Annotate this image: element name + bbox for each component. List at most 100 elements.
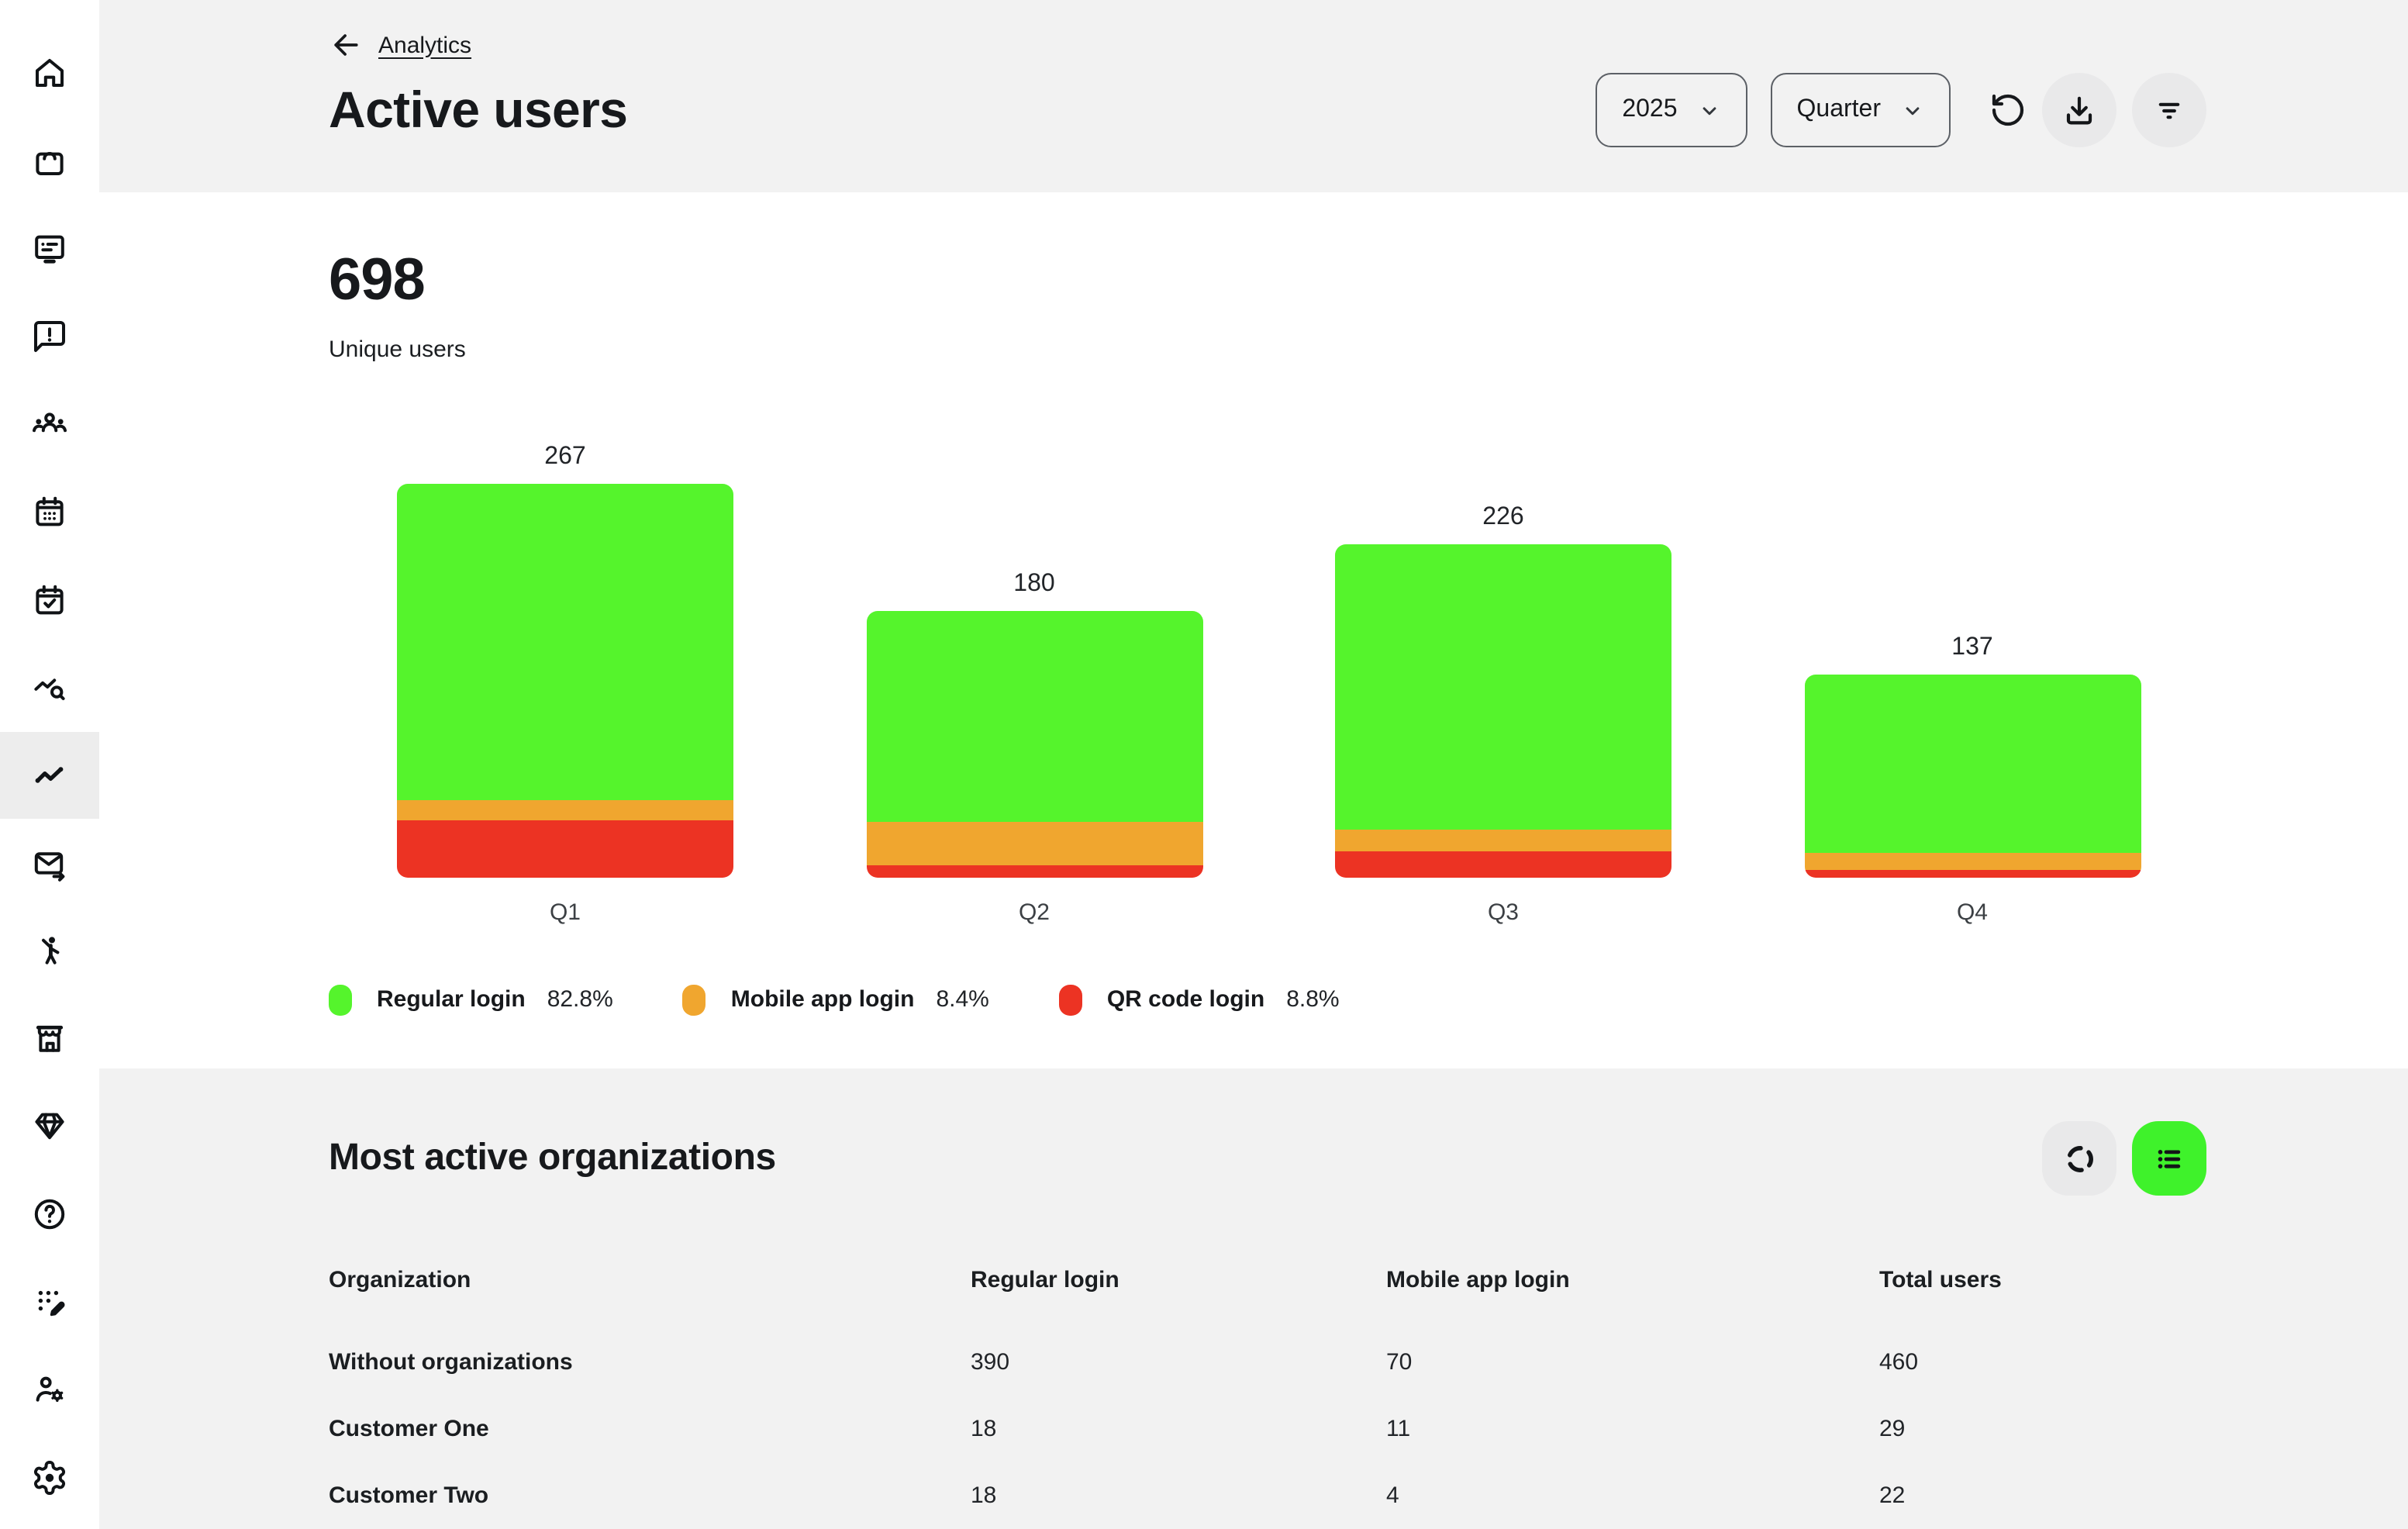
unique-users-value: 698 (329, 247, 426, 313)
sidebar-item-app-grid-edit[interactable] (0, 1258, 99, 1346)
filter-icon (2158, 102, 2180, 119)
bar-segment-qr-code-login (866, 865, 1202, 878)
year-select-value: 2025 (1622, 96, 1678, 123)
regular-login-count: 390 (971, 1349, 1010, 1375)
sidebar-item-help[interactable] (0, 1170, 99, 1258)
bar-group-q3: 226 Q3 (1335, 503, 1671, 925)
home-icon (31, 55, 68, 92)
download-icon (2066, 96, 2092, 125)
stacked-bar (1335, 544, 1671, 878)
orders-board-icon (31, 230, 68, 267)
bar-total-label: 226 (1482, 503, 1524, 530)
bar-segment-qr-code-login (1804, 869, 2141, 878)
header-controls: 2025 Quarter (1596, 73, 2206, 147)
stacked-bar-chart: 267 Q1 180 Q2 226 Q3 137 Q4 (329, 443, 2206, 925)
bookings-check-icon (31, 582, 68, 619)
column-header: Mobile app login (1386, 1267, 1570, 1293)
table-body: Without organizations 390 70 460 Customer On… (329, 1329, 2206, 1529)
legend-label: Mobile app login (730, 986, 915, 1013)
sidebar-item-storefront[interactable] (0, 995, 99, 1082)
sidebar (0, 0, 99, 1529)
legend-item-regular-login: Regular login 82.8% (329, 984, 613, 1016)
mobile-app-login-count: 11 (1386, 1416, 1411, 1442)
sidebar-item-mail-send[interactable] (0, 820, 99, 907)
organizations-header: Most active organizations (329, 1121, 2206, 1196)
sidebar-item-feedback[interactable] (0, 293, 99, 381)
year-select[interactable]: 2025 (1596, 73, 1747, 147)
mail-send-icon (31, 844, 68, 882)
reset-icon[interactable] (1989, 91, 2027, 129)
sidebar-item-orders-board[interactable] (0, 205, 99, 292)
table-row: Customer Two 18 4 22 (329, 1462, 2206, 1529)
legend-label: Regular login (377, 986, 526, 1013)
bar-category-label: Q4 (1956, 899, 1988, 926)
mobile-app-login-count: 70 (1386, 1349, 1413, 1375)
breadcrumb-analytics-link[interactable]: Analytics (378, 32, 472, 58)
sidebar-item-activity[interactable] (0, 907, 99, 995)
chevron-down-icon (1906, 106, 1920, 115)
back-arrow-icon[interactable] (329, 28, 363, 62)
legend-percentage: 8.8% (1286, 986, 1340, 1013)
mobile-app-login-count: 4 (1386, 1482, 1399, 1509)
chart-view-button[interactable] (2042, 1121, 2116, 1196)
organizations-table: Organization Regular login Mobile app logi… (329, 1267, 2206, 1529)
total-users-count: 22 (1879, 1482, 1906, 1509)
bar-total-label: 137 (1951, 634, 1993, 661)
list-view-button[interactable] (2132, 1121, 2206, 1196)
total-users-count: 460 (1879, 1349, 1919, 1375)
sidebar-item-rewards[interactable] (0, 1082, 99, 1170)
topbar: Analytics Active users 2025 Quarter (99, 0, 2408, 192)
most-active-organizations-section: Most active organizations Organization Re… (99, 1068, 2408, 1529)
stacked-bar (397, 483, 733, 878)
stacked-bar (1804, 675, 2141, 878)
page-title: Active users (329, 81, 628, 138)
activity-icon (31, 932, 68, 969)
bar-group-q1: 267 Q1 (397, 443, 733, 925)
legend-item-qr-code-login: QR code login 8.8% (1058, 984, 1340, 1016)
regular-login-count: 18 (971, 1416, 997, 1442)
sidebar-item-settings[interactable] (0, 1434, 99, 1521)
table-row: Without organizations 390 70 460 (329, 1329, 2206, 1396)
legend-swatch (682, 984, 706, 1016)
bar-segment-regular-login (866, 611, 1202, 823)
unique-users-label: Unique users (329, 336, 466, 363)
bar-segment-mobile-app-login (866, 822, 1202, 866)
bar-group-q2: 180 Q2 (866, 571, 1202, 925)
user-settings-icon (31, 1371, 68, 1408)
column-header: Regular login (971, 1267, 1119, 1293)
table-row: Customer One 18 11 29 (329, 1396, 2206, 1462)
title-row: Active users 2025 Quarter (329, 73, 2206, 147)
filter-button[interactable] (2132, 73, 2206, 147)
list-icon (2157, 1149, 2180, 1168)
sidebar-item-insights-search[interactable] (0, 644, 99, 731)
bar-segment-qr-code-login (397, 820, 733, 878)
feedback-icon (31, 318, 68, 355)
bar-category-label: Q1 (549, 899, 581, 926)
stacked-bar (866, 611, 1202, 878)
legend-percentage: 8.4% (936, 986, 989, 1013)
bar-total-label: 267 (544, 443, 586, 470)
bar-segment-regular-login (1335, 544, 1671, 830)
organizations-view-toggle (2027, 1121, 2206, 1196)
sidebar-item-calendar[interactable] (0, 468, 99, 556)
sidebar-item-customers[interactable] (0, 381, 99, 468)
sidebar-item-user-settings[interactable] (0, 1346, 99, 1434)
bar-segment-qr-code-login (1335, 851, 1671, 878)
bar-segment-regular-login (397, 483, 733, 801)
period-select[interactable]: Quarter (1770, 73, 1951, 147)
download-button[interactable] (2042, 73, 2116, 147)
bar-segment-mobile-app-login (397, 800, 733, 820)
shopping-bag-icon (31, 143, 68, 180)
bar-category-label: Q3 (1487, 899, 1519, 926)
bar-segment-mobile-app-login (1335, 830, 1671, 851)
customers-icon (31, 406, 68, 443)
sidebar-item-bookings-check[interactable] (0, 556, 99, 644)
legend-swatch (329, 984, 352, 1016)
legend-swatch (1058, 984, 1082, 1016)
sidebar-item-shopping-bag[interactable] (0, 117, 99, 205)
total-users-count: 29 (1879, 1416, 1906, 1442)
sidebar-item-home[interactable] (0, 29, 99, 117)
sidebar-item-analytics-trends[interactable] (0, 731, 99, 820)
donut-chart-icon (2066, 1145, 2092, 1172)
